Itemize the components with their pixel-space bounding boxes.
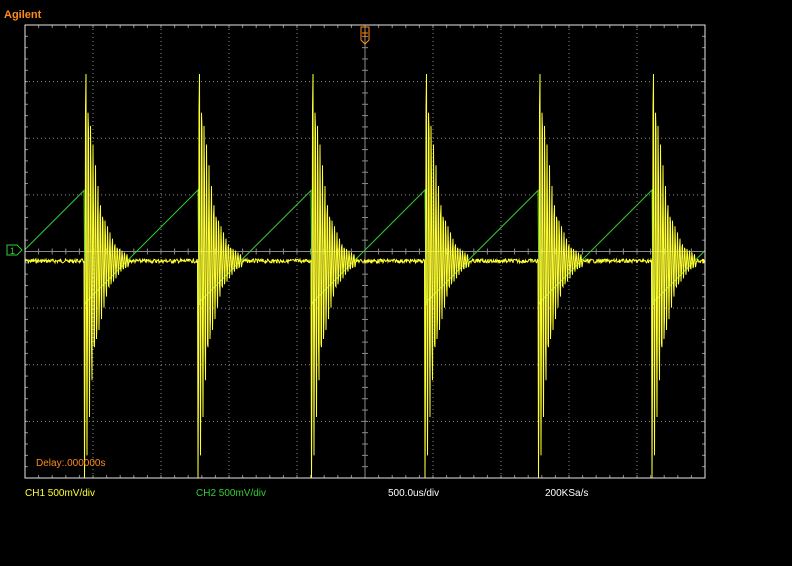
ground-marker-icon[interactable]: 1 bbox=[6, 244, 23, 256]
brand-logo: Agilent bbox=[4, 9, 42, 21]
waveform-traces bbox=[24, 73, 706, 479]
ch1-scale-label[interactable]: CH1 500mV/div bbox=[25, 488, 96, 499]
trigger-marker-icon[interactable] bbox=[360, 26, 370, 45]
display-frame bbox=[24, 24, 706, 479]
timebase-label[interactable]: 500.0us/div bbox=[388, 488, 440, 499]
ch2-trace bbox=[24, 188, 706, 306]
ch1-trace bbox=[24, 73, 706, 479]
sample-rate-label: 200KSa/s bbox=[545, 488, 589, 499]
delay-readout: Delay:.000000s bbox=[36, 458, 106, 469]
svg-text:1: 1 bbox=[10, 246, 15, 256]
ch2-scale-label[interactable]: CH2 500mV/div bbox=[196, 488, 267, 499]
graticule bbox=[24, 24, 706, 479]
